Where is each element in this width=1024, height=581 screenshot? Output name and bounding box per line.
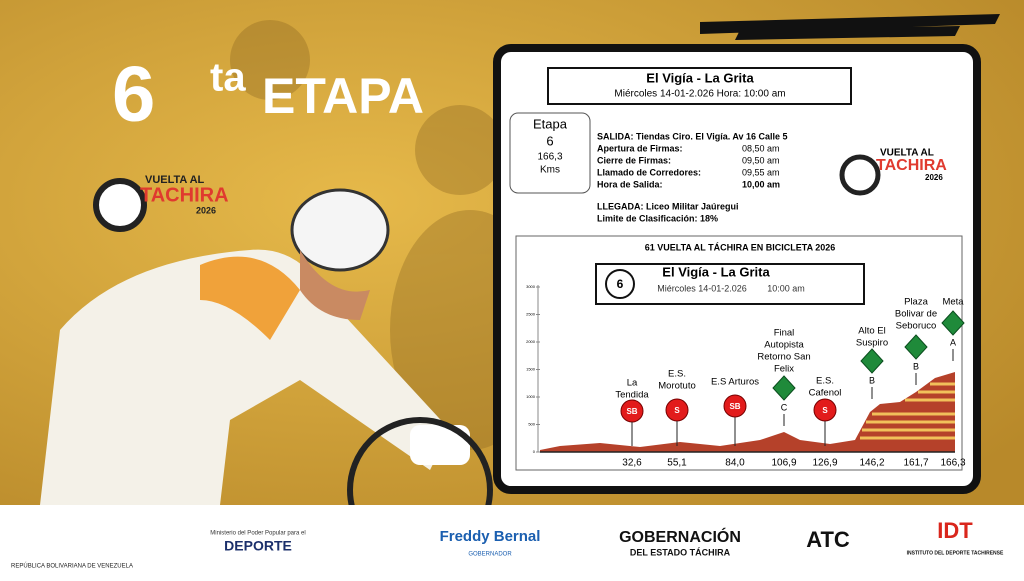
point-label: E.S. — [816, 376, 834, 387]
point-label: Final — [774, 328, 795, 339]
y-tick-label: 0 — [533, 449, 536, 454]
detail-label: Llamado de Corredores: — [597, 167, 701, 177]
point-label: Meta — [942, 297, 964, 308]
logo-line1: VUELTA AL — [145, 174, 205, 186]
stage-box — [509, 112, 591, 194]
km-label: 32,6 — [622, 458, 642, 469]
profile-title-box — [595, 263, 865, 305]
climb-diamond — [860, 348, 884, 374]
km-label: 84,0 — [725, 458, 745, 469]
title-box — [547, 67, 852, 105]
sprint-label: S — [674, 406, 680, 415]
km-label: 126,9 — [812, 458, 837, 469]
detail-time: 10,00 am — [742, 179, 780, 189]
y-tick-label: 2500 — [526, 312, 536, 317]
point-label: E.S Arturos — [711, 377, 759, 388]
stage-box-text: Kms — [540, 165, 560, 176]
sprint-label: SB — [626, 407, 637, 416]
point-label: Bolivar de — [895, 309, 937, 320]
climb-category: B — [913, 361, 919, 371]
stripes — [700, 14, 1000, 40]
footer-text: ATC — [806, 527, 850, 552]
footer-text: GOBERNACIÓN — [619, 527, 741, 546]
stage-box-text: 6 — [546, 133, 553, 148]
card-logo-year: 2026 — [925, 173, 943, 182]
profile-stage: 6 — [617, 277, 624, 291]
point-label: Cafenol — [809, 388, 842, 399]
footer-text: IDT — [937, 518, 973, 543]
card-logo: VUELTA AL TACHIRA 2026 — [839, 148, 947, 196]
point-label: Morotuto — [658, 381, 696, 392]
profile-time: 10:00 am — [767, 283, 805, 293]
profile-date: Miércoles 14-01-2.026 — [657, 283, 747, 293]
detail-time: 08,50 am — [742, 143, 780, 153]
stage-number: 6 — [112, 50, 155, 138]
sprint-label: SB — [729, 402, 740, 411]
km-label: 146,2 — [859, 458, 884, 469]
detail-label: SALIDA: Tiendas Ciro. El Vigía. Av 16 Ca… — [597, 131, 788, 141]
footer-text: Freddy Bernal — [440, 528, 541, 545]
detail-label: Cierre de Firmas: — [597, 155, 671, 165]
detail-label: Apertura de Firmas: — [597, 143, 683, 153]
card-subtitle: Miércoles 14-01-2.026 Hora: 10:00 am — [614, 89, 785, 100]
arrival-text: LLEGADA: Liceo Militar Jaúregui — [597, 201, 739, 211]
profile-heading: 61 VUELTA AL TÁCHIRA EN BICICLETA 2026 — [645, 242, 836, 252]
y-tick-label: 2000 — [526, 339, 536, 344]
climb-category: C — [781, 402, 788, 412]
footer-text: REPÚBLICA BOLIVARIANA DE VENEZUELA — [11, 563, 133, 570]
sprint-label: S — [822, 406, 828, 415]
detail-time: 09,50 am — [742, 155, 780, 165]
logo-year: 2026 — [196, 205, 216, 215]
card-title: El Vigía - La Grita — [646, 70, 754, 85]
footer-text: DEL ESTADO TÁCHIRA — [630, 547, 731, 557]
detail-label: Hora de Salida: — [597, 179, 663, 189]
stage-word: ETAPA — [262, 68, 424, 124]
footer — [0, 505, 1024, 576]
point-label: E.S. — [668, 369, 686, 380]
y-tick-label: 3000 — [526, 284, 536, 289]
point-label: Seboruco — [896, 321, 937, 332]
climb-diamond — [941, 310, 965, 336]
point-label: Plaza — [904, 297, 928, 308]
point-label: Retorno San — [757, 352, 810, 363]
stage-suffix: ta — [210, 56, 246, 100]
km-label: 55,1 — [667, 458, 687, 469]
km-label: 161,7 — [903, 458, 928, 469]
km-label: 106,9 — [771, 458, 796, 469]
footer-text: DEPORTE — [224, 538, 292, 554]
y-tick-label: 1000 — [526, 394, 536, 399]
event-logo: VUELTA AL TACHIRA 2026 — [93, 174, 229, 232]
climb-diamond — [772, 375, 796, 401]
footer-text: GOBERNADOR — [468, 552, 512, 558]
arrival-text: Limite de Clasificación: 18% — [597, 213, 718, 223]
stage-box-text: Etapa — [533, 116, 568, 131]
profile-stage-circle — [605, 269, 635, 299]
point-label: Felix — [774, 364, 794, 375]
footer-text: INSTITUTO DEL DEPORTE TACHIRENSE — [907, 550, 1004, 556]
cyclist — [40, 188, 493, 563]
card-logo-line1: VUELTA AL — [880, 148, 934, 159]
stage-box-text: 166,3 — [537, 152, 562, 163]
climb-diamond — [904, 334, 928, 360]
detail-time: 09,55 am — [742, 167, 780, 177]
point-label: La — [627, 378, 638, 389]
logo-line2: TACHIRA — [140, 184, 229, 206]
point-label: Suspiro — [856, 338, 888, 349]
climb-category: B — [869, 375, 875, 385]
card-logo-line2: TACHIRA — [876, 157, 947, 174]
point-label: Alto El — [858, 326, 885, 337]
point-label: Autopista — [764, 340, 804, 351]
footer-text: Ministerio del Poder Popular para el — [210, 531, 305, 537]
point-label: Tendida — [615, 390, 649, 401]
y-tick-label: 1500 — [526, 367, 536, 372]
profile-title: El Vigía - La Grita — [662, 264, 770, 279]
y-tick-label: 500 — [528, 422, 535, 427]
climb-category: A — [950, 337, 956, 347]
km-label: 166,3 — [940, 458, 965, 469]
